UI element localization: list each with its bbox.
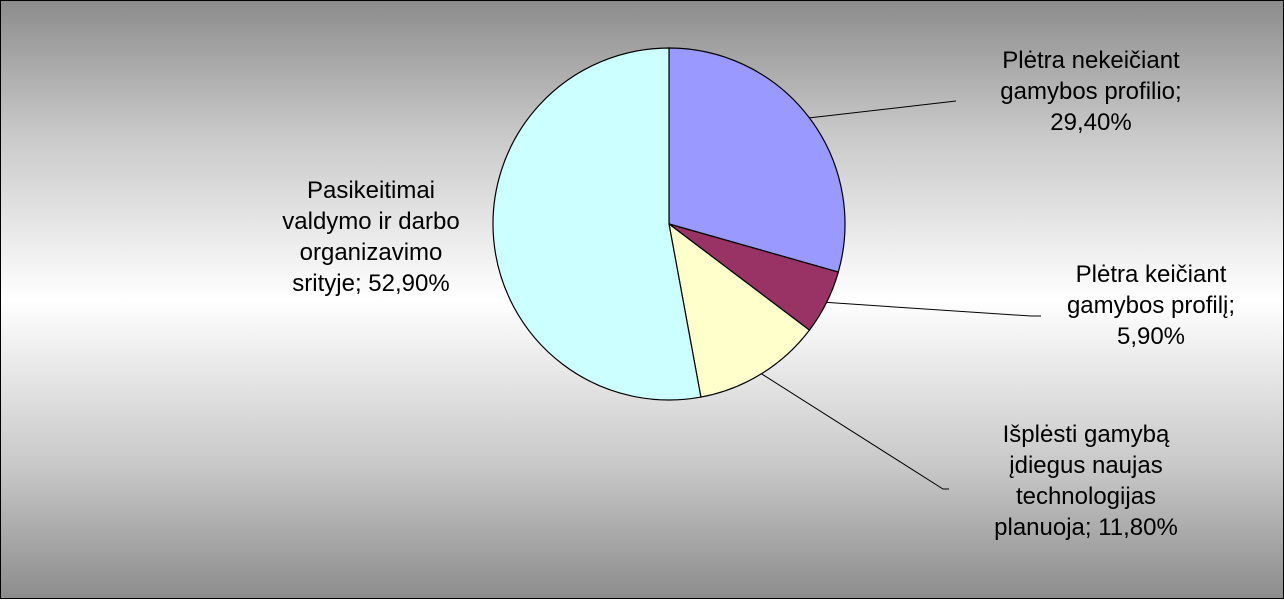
leader-line-1 bbox=[809, 100, 957, 119]
label-slice-4-line-4: srityje; 52,90% bbox=[292, 270, 450, 297]
label-slice-1-line-1: Plėtra nekeičiant bbox=[1002, 47, 1180, 74]
label-slice-2-line-3: 5,90% bbox=[1116, 323, 1186, 350]
label-slice-3-line-4: planuoja; 11,80% bbox=[994, 514, 1178, 541]
label-slice-3-line-3: technologijas bbox=[1015, 483, 1157, 510]
label-slice-1-line-3: 29,40% bbox=[1050, 109, 1132, 136]
label-slice-4-line-1: Pasikeitimai bbox=[306, 177, 436, 204]
label-slice-2-line-2: gamybos profilį; bbox=[1066, 292, 1236, 319]
label-slice-1: Plėtra nekeičiant gamybos profilio; 29,4… bbox=[961, 45, 1221, 138]
pie-slice-4 bbox=[492, 47, 702, 401]
label-slice-4: Pasikeitimai valdymo ir darbo organizavi… bbox=[251, 175, 491, 299]
label-slice-3-line-1: Išplėsti gamybą bbox=[1002, 421, 1170, 448]
label-slice-3: Išplėsti gamybą įdiegus naujas technolog… bbox=[951, 419, 1221, 543]
label-slice-2-line-1: Plėtra keičiant bbox=[1075, 261, 1227, 288]
label-slice-3-line-2: įdiegus naujas bbox=[1009, 452, 1163, 479]
leader-line-3 bbox=[761, 373, 949, 490]
label-slice-4-line-2: valdymo ir darbo bbox=[282, 208, 460, 235]
pie-slice-3 bbox=[668, 222, 811, 398]
label-slice-1-line-2: gamybos profilio; bbox=[1000, 78, 1182, 105]
label-slice-2: Plėtra keičiant gamybos profilį; 5,90% bbox=[1031, 259, 1271, 352]
label-slice-4-line-3: organizavimo bbox=[299, 239, 443, 266]
leader-line-2 bbox=[826, 301, 1041, 317]
